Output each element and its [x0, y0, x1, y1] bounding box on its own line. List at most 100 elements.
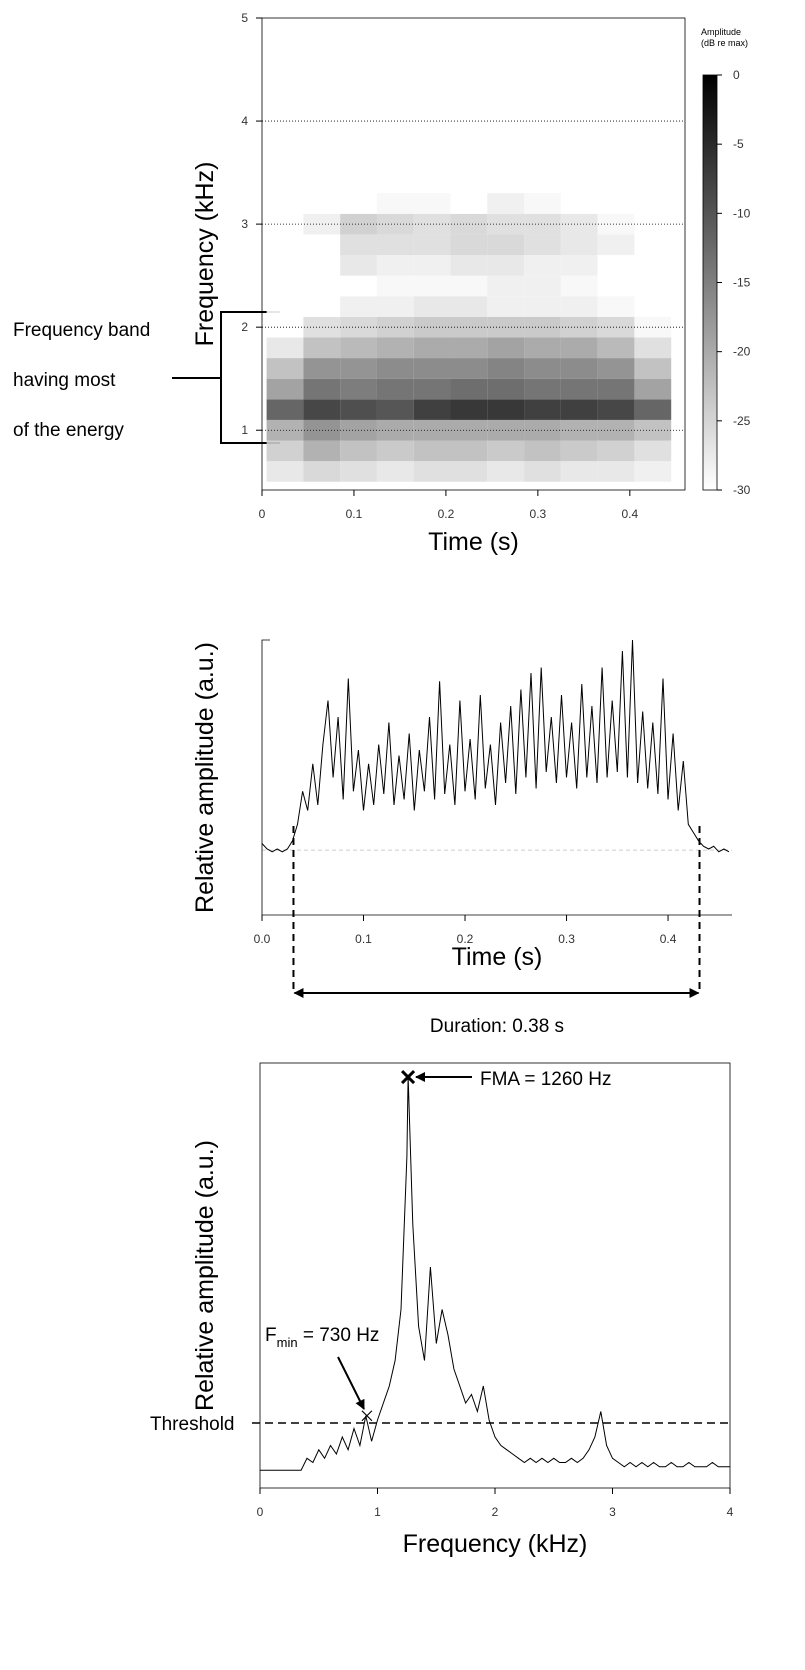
heat-cell	[597, 255, 635, 276]
heat-cell	[487, 358, 525, 379]
heat-cell	[340, 358, 377, 379]
y-axis-title: Relative amplitude (a.u.)	[191, 642, 219, 913]
heat-cell	[560, 234, 598, 256]
heat-cell	[634, 234, 672, 256]
heat-cell	[376, 275, 414, 297]
heat-cell	[560, 399, 598, 420]
heat-cell	[487, 234, 525, 256]
heat-cell	[303, 275, 341, 297]
heat-cell	[524, 255, 561, 276]
heat-cell	[560, 255, 598, 276]
heat-cell	[450, 378, 488, 400]
heat-cell	[597, 296, 635, 317]
heat-cell	[634, 337, 672, 359]
heat-cell	[376, 358, 414, 379]
heat-cell	[487, 461, 525, 482]
heat-cell	[450, 399, 488, 420]
plot-frame	[261, 17, 686, 491]
y-axis-title: Frequency (kHz)	[191, 162, 219, 347]
heat-cell	[376, 193, 414, 214]
heat-cell	[634, 440, 672, 462]
heat-cell	[597, 461, 635, 482]
y-tick-label: 2	[241, 320, 248, 334]
heat-cell	[340, 275, 377, 297]
heat-cell	[266, 419, 304, 441]
heat-cell	[487, 337, 525, 359]
signal-line	[260, 1075, 730, 1471]
heat-cell	[413, 234, 451, 256]
heat-cell	[266, 378, 304, 400]
heat-cell	[634, 461, 672, 482]
heat-cell	[524, 378, 561, 400]
colorbar-tick-label: -30	[733, 483, 751, 497]
x-axis-title: Frequency (kHz)	[403, 1530, 588, 1558]
heat-cell	[340, 296, 377, 317]
peak-label: FMA = 1260 Hz	[480, 1069, 611, 1090]
x-tick-label: 0	[257, 1505, 264, 1519]
colorbar	[702, 74, 718, 491]
heat-cell	[303, 337, 341, 359]
heat-cell	[413, 193, 451, 214]
peak-marker	[400, 1069, 416, 1085]
heat-cell	[266, 358, 304, 379]
heat-cell	[560, 419, 598, 441]
heat-cell	[560, 316, 598, 338]
heat-cell	[634, 193, 672, 214]
annotation-line: having most	[13, 370, 116, 391]
heat-cell	[524, 296, 561, 317]
heat-cell	[597, 378, 635, 400]
heat-cell	[303, 358, 341, 379]
heat-cell	[376, 440, 414, 462]
heat-cell	[450, 193, 488, 214]
heat-cell	[376, 316, 414, 338]
heat-cell	[303, 193, 341, 214]
colorbar-tick-label: -5	[733, 137, 744, 151]
colorbar-tick-label: -15	[733, 276, 751, 290]
heat-cell	[266, 275, 304, 297]
heat-cell	[376, 213, 414, 235]
heat-cell	[266, 440, 304, 462]
heat-cell	[340, 440, 377, 462]
heat-cell	[376, 378, 414, 400]
heat-cell	[487, 193, 525, 214]
heat-cell	[413, 358, 451, 379]
colorbar-label: Amplitude	[701, 27, 741, 37]
heat-cell	[560, 378, 598, 400]
heat-cell	[560, 440, 598, 462]
heat-cell	[450, 275, 488, 297]
bracket	[172, 311, 280, 444]
plot-frame	[259, 1062, 731, 1489]
heat-cell	[340, 378, 377, 400]
heat-cell	[487, 440, 525, 462]
heat-cell	[524, 399, 561, 420]
heat-cell	[413, 378, 451, 400]
heat-cell	[450, 234, 488, 256]
fmin-label: Fmin = 730 Hz	[265, 1325, 379, 1350]
heat-cell	[597, 399, 635, 420]
heat-cell	[303, 378, 341, 400]
heat-cell	[266, 461, 304, 482]
heat-cell	[524, 337, 561, 359]
heat-cell	[376, 337, 414, 359]
heat-cell	[597, 337, 635, 359]
heat-cell	[560, 337, 598, 359]
heat-cell	[524, 234, 561, 256]
x-tick-label: 0.0	[254, 932, 271, 946]
x-tick-label: 0.3	[558, 932, 575, 946]
heat-cell	[597, 275, 635, 297]
heat-cell	[597, 440, 635, 462]
x-tick-label: 0	[259, 507, 266, 521]
heat-cell	[413, 255, 451, 276]
x-axis-title: Time (s)	[428, 528, 519, 556]
heat-cell	[303, 296, 341, 317]
colorbar-label: (dB re max)	[701, 38, 748, 48]
heat-cell	[524, 213, 561, 235]
heat-cell	[303, 213, 341, 235]
heat-cell	[560, 296, 598, 317]
heat-cell	[487, 255, 525, 276]
heat-cell	[303, 234, 341, 256]
x-tick-label: 3	[609, 1505, 616, 1519]
heat-cell	[524, 419, 561, 441]
y-tick-label: 4	[241, 114, 248, 128]
heat-cell	[413, 337, 451, 359]
